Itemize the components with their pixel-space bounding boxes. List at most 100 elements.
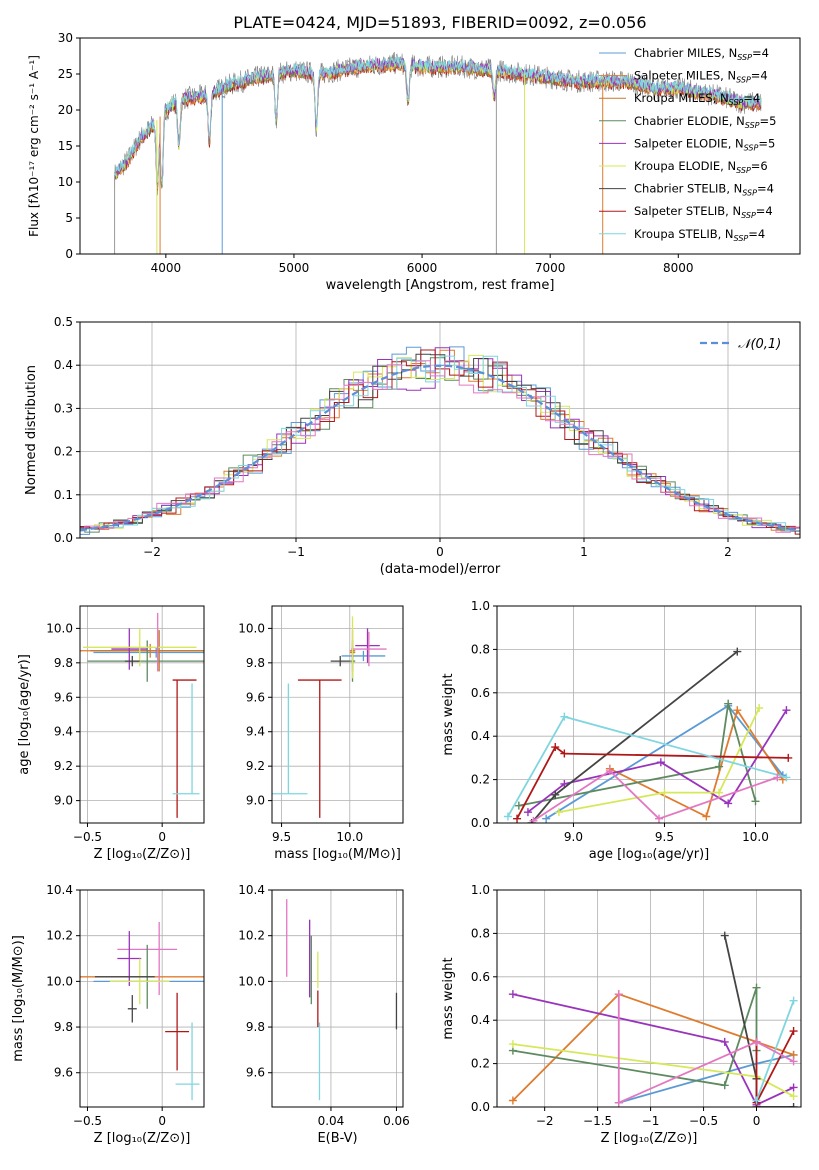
weight-marker	[702, 812, 711, 821]
x-tick-label: 0.06	[383, 1114, 410, 1128]
legend-entry: Chabrier MILES, NSSP=4	[634, 46, 769, 62]
weight-marker	[720, 931, 729, 940]
error-bar-point	[90, 630, 204, 672]
x-tick-label: 10.0	[336, 830, 363, 844]
y-tick-label: 0.4	[471, 729, 490, 743]
y-tick-label: 9.8	[54, 656, 73, 670]
weight-series-line	[516, 745, 789, 820]
legend-entry: Kroupa STELIB, NSSP=4	[634, 227, 765, 243]
y-tick-label: 9.2	[54, 759, 73, 773]
weight-marker	[752, 1037, 761, 1046]
y-tick-label: 0.0	[54, 531, 73, 545]
panel-mass_age: 9.5 10.0 9.0 9.2 9.4 9.6 9.8 10.0 mass [log₁₀(M/…	[238, 605, 404, 862]
y-tick-label: 10.4	[238, 883, 265, 897]
x-axis-label: age [log₁₀(age/yr)]	[589, 847, 710, 862]
error-bar-point	[341, 650, 386, 662]
axes-frame	[79, 605, 205, 824]
y-tick-label: 9.8	[54, 1020, 73, 1034]
weight-marker	[503, 812, 512, 821]
y-tick-label: 0.0	[471, 816, 490, 830]
weight-marker	[789, 996, 798, 1005]
y-tick-label: 0.8	[471, 642, 490, 656]
x-tick-label: −2	[143, 545, 161, 559]
y-tick-label: 10.0	[238, 974, 265, 988]
weight-series-line	[518, 703, 757, 807]
x-axis-label: Z [log₁₀(Z/Z⊙)]	[94, 847, 191, 862]
weight-marker	[660, 788, 669, 797]
panel-ebv_mass: 0.04 0.06 9.6 9.8 10.0 10.2 10.4 E(B-V)	[238, 883, 410, 1146]
y-tick-label: 9.8	[246, 1020, 265, 1034]
y-tick-label: 0.2	[471, 773, 490, 787]
legend-entry: Kroupa ELODIE, NSSP=6	[634, 159, 768, 175]
residual-histogram	[80, 353, 800, 532]
plot-area-ebv_mass	[286, 899, 398, 1101]
weight-marker	[605, 766, 614, 775]
axes-frame	[79, 889, 205, 1108]
y-tick-label: 9.8	[246, 656, 265, 670]
weight-marker	[720, 1037, 729, 1046]
weight-marker	[782, 773, 791, 782]
error-bar-point	[87, 640, 204, 682]
weight-marker	[560, 712, 569, 721]
weight-marker	[614, 1098, 623, 1107]
y-tick-label: 0.0	[471, 1100, 490, 1114]
y-tick-label: 0.6	[471, 686, 490, 700]
y-tick-label: 20	[58, 103, 73, 117]
x-tick-label: −1.5	[583, 1114, 612, 1128]
weight-marker	[554, 808, 563, 817]
y-tick-label: 10	[58, 175, 73, 189]
y-tick-label: 25	[58, 67, 73, 81]
y-tick-label: 10.4	[46, 883, 73, 897]
panel-z_weight: −2 −1.5 −1 −0.5 0 0.0 0.2 0.4 0.6 0.8 1.0 Z [log₁₀(…	[441, 883, 802, 1146]
y-tick-label: 0.4	[54, 358, 73, 372]
x-tick-label: 7000	[535, 261, 566, 275]
axes-frame	[271, 889, 404, 1108]
error-bar-point	[109, 958, 170, 1005]
residual-histogram	[80, 349, 800, 535]
weight-marker	[508, 990, 517, 999]
plot-area-spectrum	[114, 51, 762, 254]
plot-area-z_weight	[508, 931, 798, 1107]
y-tick-label: 0.1	[54, 488, 73, 502]
y-tick-label: 9.6	[246, 1066, 265, 1080]
panel-spectrum: 4000 5000 6000 7000 8000 0 5 10 15 20 25 30 waveleng…	[27, 31, 801, 293]
axes-frame	[79, 37, 801, 255]
weight-marker	[751, 797, 760, 806]
x-tick-label: 0	[436, 545, 444, 559]
panel-residuals: −2 −1 0 1 2 0.0 0.1 0.2 0.3 0.4 0.5 (data-model)/er…	[24, 315, 801, 577]
x-axis-label: Z [log₁₀(Z/Z⊙)]	[601, 1131, 698, 1146]
axes-frame	[496, 889, 802, 1108]
y-tick-label: 0.6	[471, 970, 490, 984]
plot-area-age_weight	[503, 647, 793, 823]
plot-area-mass_age	[272, 616, 387, 818]
weight-marker	[755, 703, 764, 712]
y-tick-label: 0.2	[471, 1057, 490, 1071]
x-tick-label: 9.5	[272, 830, 291, 844]
y-tick-label: 0.3	[54, 401, 73, 415]
weight-marker	[773, 773, 782, 782]
y-axis-label: age [log₁₀(age/yr)]	[17, 654, 32, 775]
error-bar-point	[355, 628, 380, 663]
y-tick-label: 9.6	[246, 690, 265, 704]
x-axis-label: Z [log₁₀(Z/Z⊙)]	[94, 1131, 191, 1146]
x-tick-label: 0.04	[318, 1114, 345, 1128]
y-tick-label: 9.2	[246, 759, 265, 773]
y-tick-label: 10.0	[46, 974, 73, 988]
y-tick-label: 10.0	[238, 621, 265, 635]
y-tick-label: 9.4	[54, 725, 73, 739]
error-bar-point	[165, 992, 190, 1071]
weight-series-line	[512, 993, 794, 1102]
weight-marker	[782, 706, 791, 715]
y-tick-label: 9.0	[246, 794, 265, 808]
weight-marker	[655, 814, 664, 823]
weight-series-line	[609, 708, 784, 818]
plot-area-z_mass	[80, 921, 204, 1101]
weight-marker	[784, 753, 793, 762]
weight-series-line	[558, 707, 760, 813]
weight-marker	[551, 743, 560, 752]
weight-marker	[715, 762, 724, 771]
x-tick-label: −1	[287, 545, 305, 559]
weight-series-line	[755, 1030, 795, 1104]
weight-marker	[720, 1081, 729, 1090]
